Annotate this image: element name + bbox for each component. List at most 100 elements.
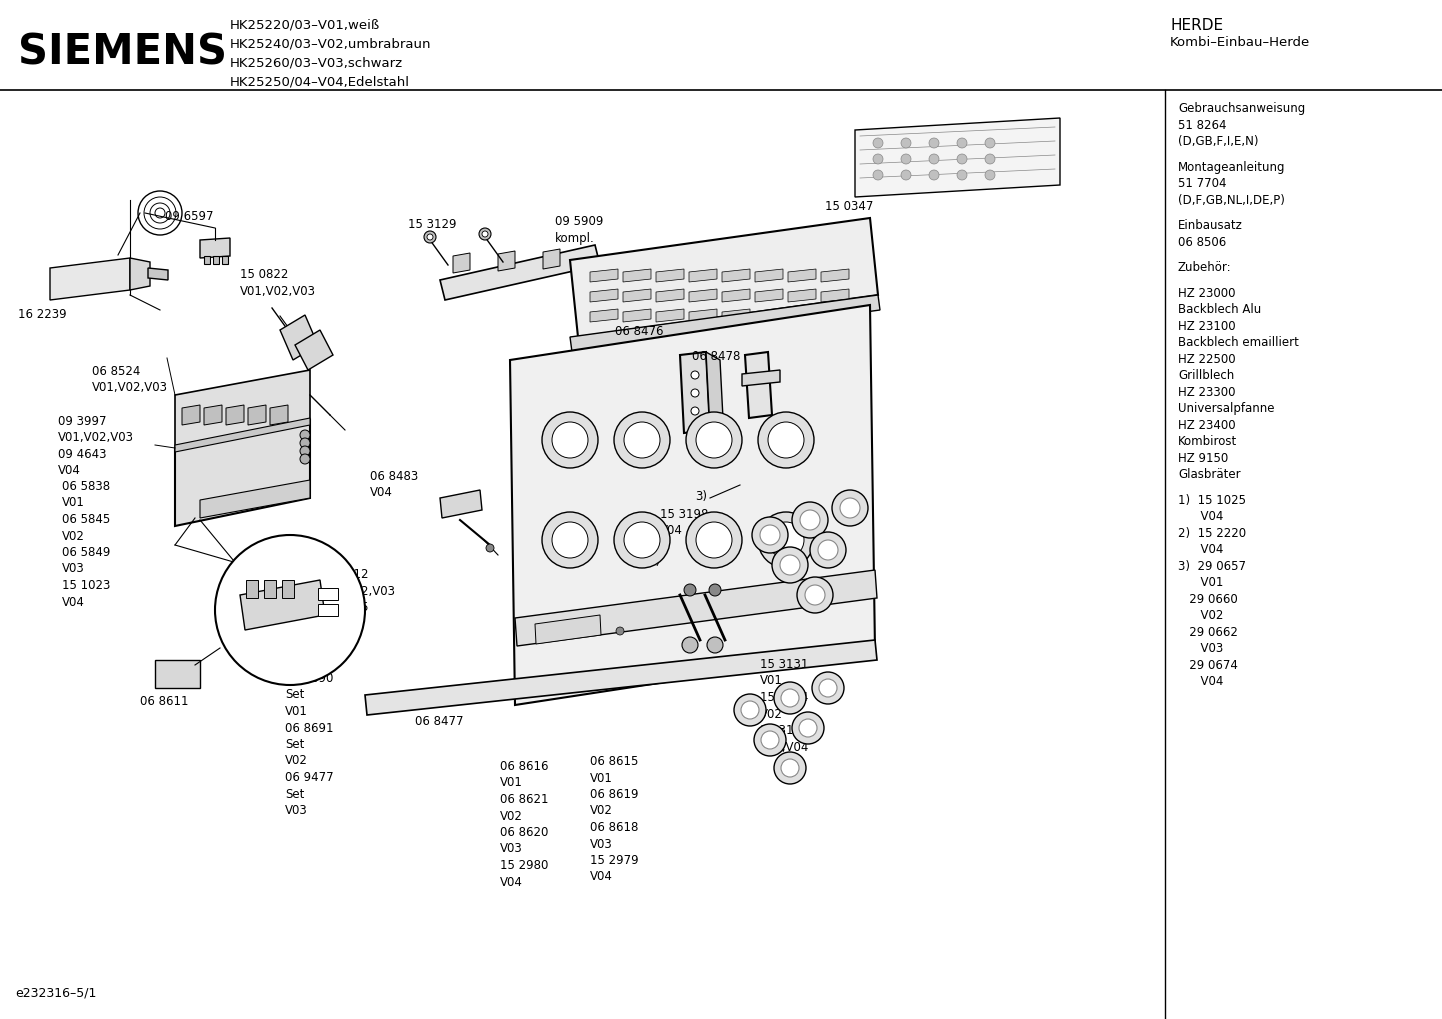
Text: Kombi–Einbau–Herde: Kombi–Einbau–Herde	[1169, 36, 1311, 49]
Circle shape	[819, 679, 836, 697]
Circle shape	[832, 490, 868, 526]
Text: 15 3129: 15 3129	[408, 218, 457, 231]
Circle shape	[929, 138, 939, 148]
Circle shape	[691, 407, 699, 415]
Polygon shape	[787, 269, 816, 282]
Polygon shape	[855, 118, 1060, 197]
Polygon shape	[623, 269, 650, 282]
Circle shape	[818, 540, 838, 560]
Polygon shape	[544, 249, 559, 269]
Text: Universalpfanne: Universalpfanne	[1178, 403, 1275, 416]
Circle shape	[542, 512, 598, 568]
Text: Zubehör:: Zubehör:	[1178, 261, 1231, 274]
Circle shape	[985, 170, 995, 180]
Polygon shape	[182, 405, 200, 425]
Circle shape	[901, 138, 911, 148]
Text: 06 5838
V01
06 5845
V02
06 5849
V03
15 1023
V04: 06 5838 V01 06 5845 V02 06 5849 V03 15 1…	[62, 480, 111, 608]
Circle shape	[774, 682, 806, 714]
Text: 29 0674: 29 0674	[1178, 659, 1237, 672]
Circle shape	[957, 154, 968, 164]
Text: 06 8690
Set
V01
06 8691
Set
V02
06 9477
Set
V03: 06 8690 Set V01 06 8691 Set V02 06 9477 …	[286, 672, 333, 817]
Text: HZ 9150: HZ 9150	[1178, 451, 1229, 465]
Circle shape	[734, 694, 766, 726]
Polygon shape	[515, 570, 877, 646]
Circle shape	[741, 701, 758, 719]
Polygon shape	[200, 480, 310, 518]
Text: 06 8506: 06 8506	[1178, 235, 1226, 249]
Polygon shape	[535, 615, 601, 644]
Polygon shape	[590, 269, 619, 282]
Text: Montageanleitung: Montageanleitung	[1178, 161, 1285, 173]
Circle shape	[427, 234, 433, 240]
Polygon shape	[707, 352, 724, 438]
Polygon shape	[689, 309, 717, 322]
Circle shape	[624, 522, 660, 558]
Text: 29 0660: 29 0660	[1178, 593, 1237, 606]
Polygon shape	[787, 309, 816, 322]
Circle shape	[760, 525, 780, 545]
Circle shape	[754, 725, 786, 756]
Polygon shape	[656, 309, 684, 322]
Circle shape	[929, 154, 939, 164]
Polygon shape	[820, 269, 849, 282]
Circle shape	[810, 532, 846, 568]
Polygon shape	[656, 269, 684, 282]
Circle shape	[300, 430, 310, 440]
Circle shape	[482, 231, 487, 237]
Polygon shape	[570, 294, 880, 352]
Circle shape	[684, 584, 696, 596]
Polygon shape	[623, 289, 650, 302]
Circle shape	[758, 512, 813, 568]
Circle shape	[929, 170, 939, 180]
Polygon shape	[239, 580, 324, 630]
Polygon shape	[820, 309, 849, 322]
Text: HZ 23100: HZ 23100	[1178, 320, 1236, 333]
Circle shape	[812, 672, 844, 704]
Text: Gebrauchsanweisung: Gebrauchsanweisung	[1178, 102, 1305, 115]
Circle shape	[424, 231, 435, 243]
Circle shape	[774, 752, 806, 784]
Polygon shape	[130, 258, 150, 290]
Circle shape	[552, 522, 588, 558]
Text: 06 8616
V01
06 8621
V02
06 8620
V03
15 2980
V04: 06 8616 V01 06 8621 V02 06 8620 V03 15 2…	[500, 760, 548, 889]
Circle shape	[769, 522, 805, 558]
Polygon shape	[681, 352, 709, 433]
Circle shape	[616, 627, 624, 635]
Circle shape	[614, 512, 671, 568]
Text: 1) 1) 1): 1) 1) 1)	[255, 565, 291, 575]
Text: HZ 23000: HZ 23000	[1178, 286, 1236, 300]
Circle shape	[300, 454, 310, 464]
Polygon shape	[756, 289, 783, 302]
Text: 16 2239: 16 2239	[17, 308, 66, 321]
Polygon shape	[590, 289, 619, 302]
Text: 2)  15 2220: 2) 15 2220	[1178, 527, 1246, 540]
Polygon shape	[756, 309, 783, 322]
Circle shape	[215, 535, 365, 685]
Circle shape	[696, 422, 733, 458]
Circle shape	[624, 422, 660, 458]
Text: e232316–5/1: e232316–5/1	[14, 987, 97, 1000]
Text: 3): 3)	[695, 490, 707, 503]
Polygon shape	[689, 269, 717, 282]
Text: HZ 22500: HZ 22500	[1178, 353, 1236, 366]
Polygon shape	[440, 245, 600, 300]
Text: 29 0662: 29 0662	[1178, 626, 1237, 639]
Text: HERDE: HERDE	[1169, 18, 1223, 33]
Text: SIEMENS: SIEMENS	[17, 31, 226, 73]
Circle shape	[901, 154, 911, 164]
Circle shape	[691, 389, 699, 397]
Circle shape	[486, 544, 495, 552]
Circle shape	[985, 154, 995, 164]
Polygon shape	[248, 405, 265, 425]
Polygon shape	[689, 289, 717, 302]
Circle shape	[792, 502, 828, 538]
Text: HZ 23400: HZ 23400	[1178, 419, 1236, 432]
Circle shape	[751, 517, 787, 553]
Polygon shape	[623, 309, 650, 322]
Circle shape	[758, 412, 813, 468]
Polygon shape	[756, 269, 783, 282]
Text: Backblech emailliert: Backblech emailliert	[1178, 336, 1299, 350]
Circle shape	[782, 759, 799, 777]
Text: 06 8476: 06 8476	[614, 325, 663, 338]
Bar	[203, 256, 211, 264]
